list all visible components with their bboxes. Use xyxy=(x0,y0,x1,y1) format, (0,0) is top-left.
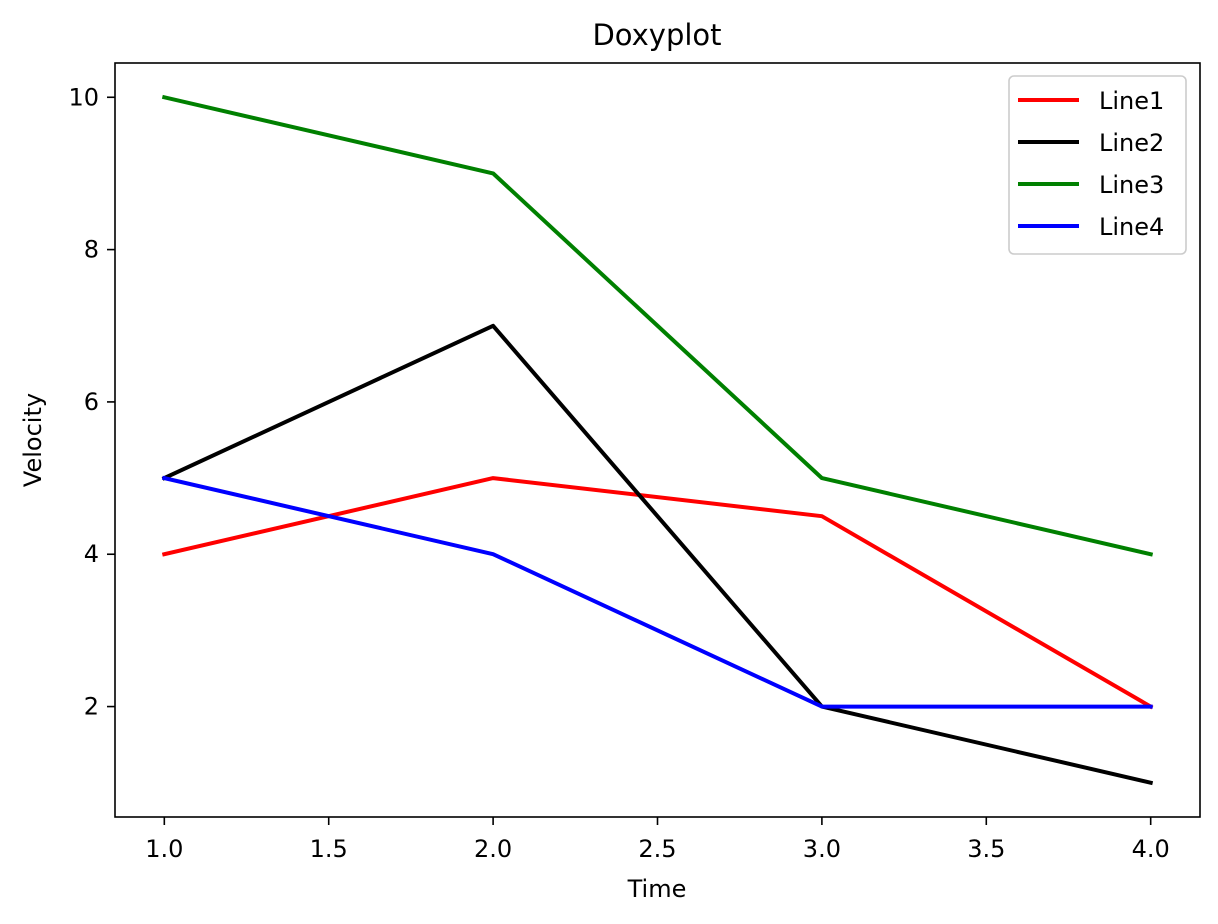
y-tick-label: 10 xyxy=(68,83,99,111)
x-tick-label: 3.0 xyxy=(803,835,841,863)
series-line-line4 xyxy=(161,475,1153,709)
y-tick-label: 2 xyxy=(84,693,99,721)
plot-lines xyxy=(161,94,1154,786)
x-tick-label: 2.0 xyxy=(474,835,512,863)
y-tick-label: 8 xyxy=(84,236,99,264)
x-tick-label: 4.0 xyxy=(1132,835,1170,863)
legend-label-line2: Line2 xyxy=(1099,129,1164,157)
series-line-line2 xyxy=(161,323,1154,786)
x-axis-ticks: 1.0 1.5 2.0 2.5 3.0 3.5 4.0 xyxy=(145,817,1170,863)
legend-box xyxy=(1008,75,1187,255)
legend: Line1 Line2 Line3 Line4 xyxy=(1008,75,1187,255)
legend-label-line1: Line1 xyxy=(1099,87,1164,115)
y-axis-ticks: 2 4 6 8 10 xyxy=(68,83,115,721)
x-tick-label: 1.5 xyxy=(310,835,348,863)
chart-title: Doxyplot xyxy=(592,18,721,52)
x-tick-label: 2.5 xyxy=(638,835,676,863)
legend-label-line3: Line3 xyxy=(1099,171,1164,199)
y-axis-label: Velocity xyxy=(19,393,47,487)
y-tick-label: 6 xyxy=(84,388,99,416)
legend-label-line4: Line4 xyxy=(1099,213,1164,241)
x-tick-label: 1.0 xyxy=(145,835,183,863)
series-line-line3 xyxy=(161,94,1154,557)
x-axis-label: Time xyxy=(627,875,687,903)
x-tick-label: 3.5 xyxy=(967,835,1005,863)
y-tick-label: 4 xyxy=(84,540,99,568)
